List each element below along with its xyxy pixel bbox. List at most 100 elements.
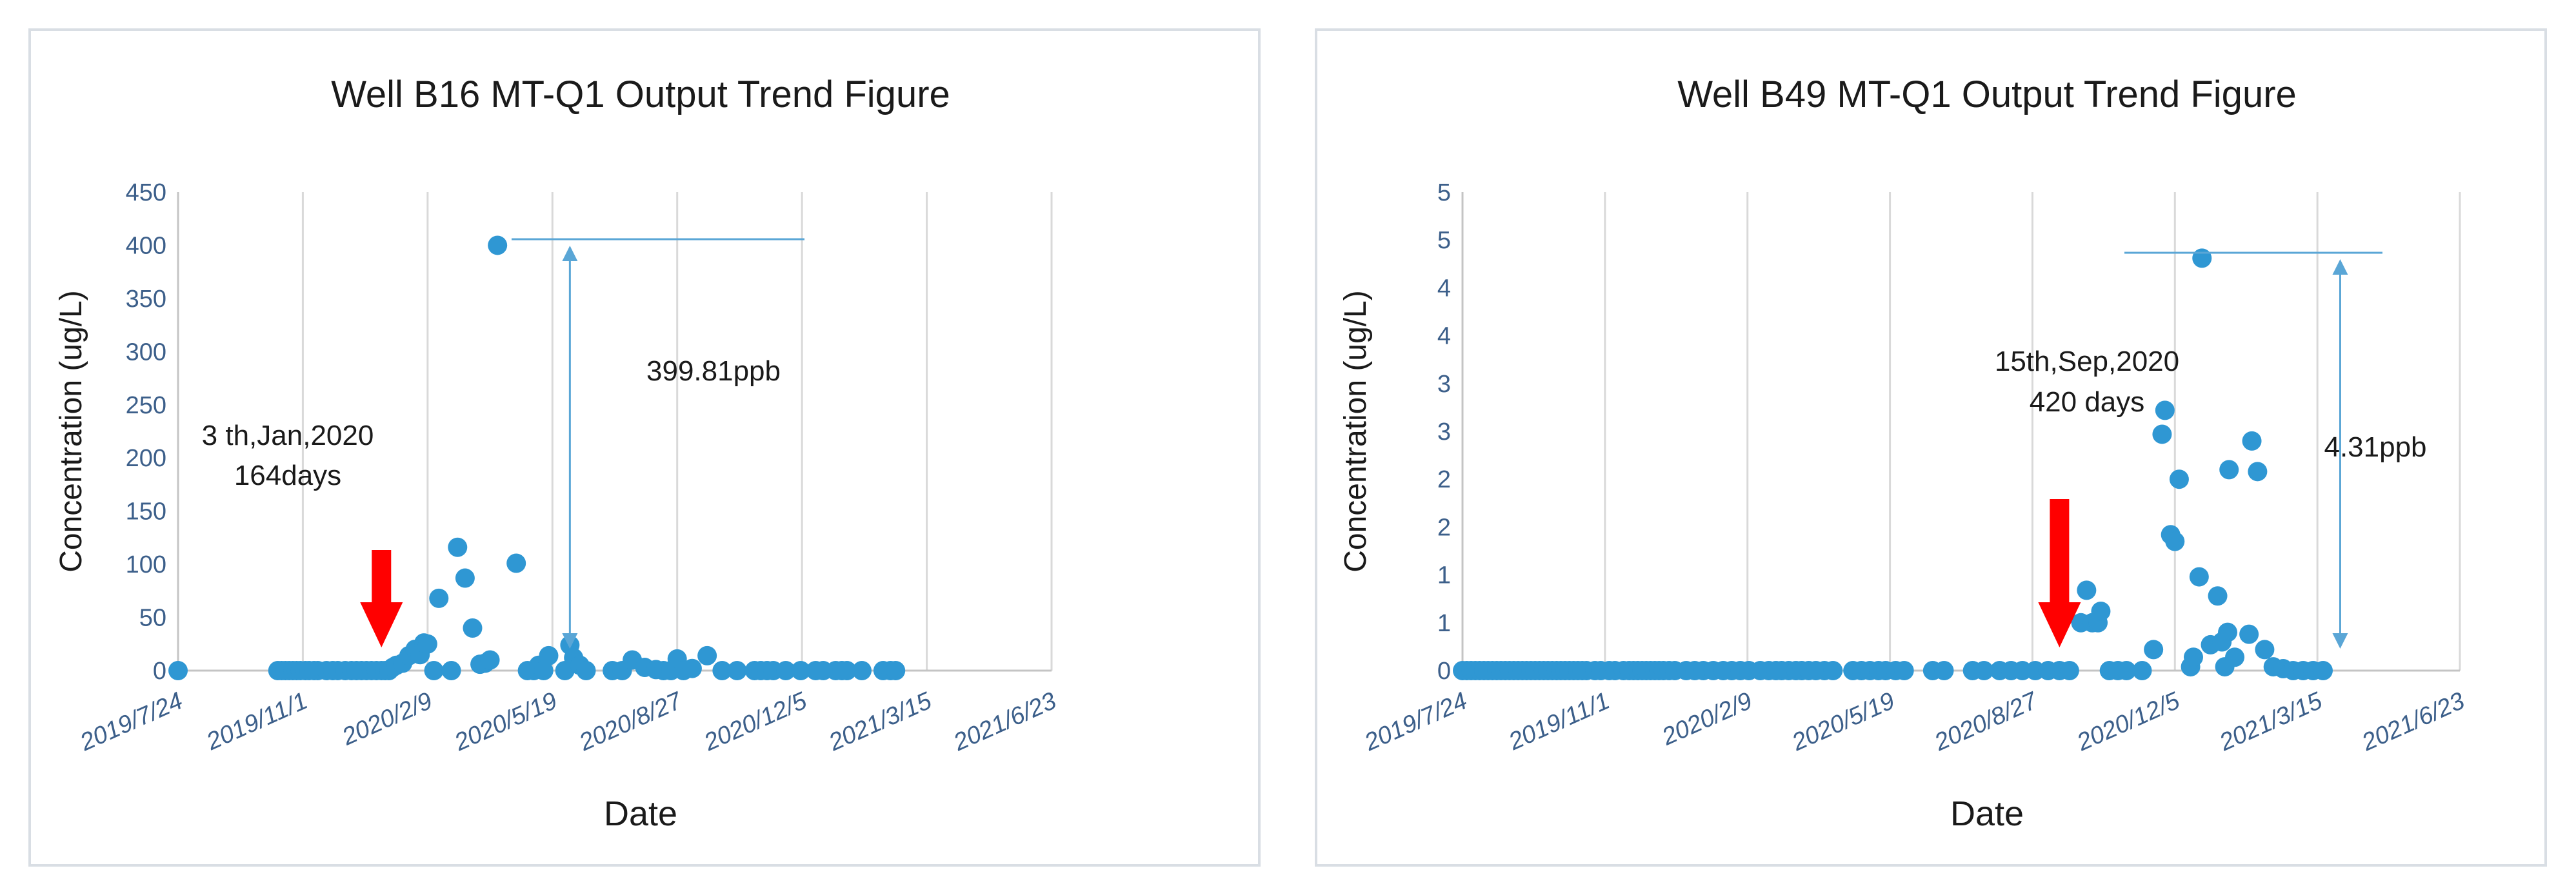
data-point <box>2239 624 2259 644</box>
y-tick-label: 200 <box>126 445 166 472</box>
x-tick-label: 2020/2/9 <box>337 687 436 751</box>
y-tick-label: 400 <box>126 232 166 259</box>
y-tick-label: 1 <box>1437 562 1451 589</box>
data-point <box>2208 586 2228 606</box>
data-point <box>2313 661 2333 680</box>
y-tick-label: 4 <box>1437 323 1451 350</box>
data-point <box>2155 400 2175 420</box>
data-point <box>2183 647 2203 667</box>
data-point <box>2255 640 2275 660</box>
chart-panel-b16: Well B16 MT-Q1 Output Trend Figure 0 50 100… <box>28 28 1261 867</box>
data-point <box>791 661 811 680</box>
y-tick-label: 1 <box>1437 610 1451 637</box>
data-point <box>539 645 559 665</box>
y-tick-label: 2 <box>1437 514 1451 541</box>
chart-title: Well B49 MT-Q1 Output Trend Figure <box>1677 74 2297 115</box>
y-tick-label: 100 <box>126 551 166 578</box>
y-tick-label: 350 <box>126 286 166 313</box>
x-tick-label: 2021/6/23 <box>949 687 1060 757</box>
chart-b49-svg: Well B49 MT-Q1 Output Trend Figure 0 1 1 2 2 3… <box>1339 74 2469 833</box>
x-axis-title: Date <box>1950 794 2024 833</box>
y-tick-label: 0 <box>153 658 166 685</box>
data-point <box>424 661 444 680</box>
y-tick-label: 250 <box>126 392 166 419</box>
data-point <box>2192 248 2212 268</box>
event-days-annotation: 164days <box>234 460 341 491</box>
peak-measure-arrowhead-top <box>562 246 578 261</box>
y-axis-title: Concentration (ug/L) <box>1339 290 1373 573</box>
y-tick-label: 4 <box>1437 275 1451 302</box>
chart-panel-b49: Well B49 MT-Q1 Output Trend Figure 0 1 1 2 2 3… <box>1315 28 2547 867</box>
data-point <box>852 661 872 680</box>
data-point <box>2189 567 2209 587</box>
data-point <box>2144 640 2164 660</box>
data-point <box>2248 462 2268 482</box>
data-point <box>2242 431 2262 451</box>
peak-value-annotation: 399.81ppb <box>646 355 781 387</box>
y-tick-label: 300 <box>126 339 166 366</box>
x-tick-label: 2020/5/19 <box>1788 687 1899 757</box>
event-arrow <box>2038 499 2081 647</box>
data-point <box>534 661 554 680</box>
y-tick-label: 2 <box>1437 466 1451 493</box>
data-point <box>775 661 795 680</box>
data-point <box>455 568 475 588</box>
data-point <box>506 553 526 573</box>
data-point <box>2059 661 2079 680</box>
data-point <box>727 661 747 680</box>
peak-measure-arrowhead-bottom <box>2332 633 2348 649</box>
data-point <box>417 634 437 654</box>
x-tick-label: 2020/8/27 <box>1930 687 2042 756</box>
x-tick-label: 2019/11/1 <box>1504 687 1614 756</box>
peak-measure-arrowhead-bottom <box>562 633 578 649</box>
x-tick-label: 2021/6/23 <box>2357 687 2468 757</box>
x-tick-label: 2020/2/9 <box>1657 687 1756 751</box>
peak-measure-arrowhead-top <box>2332 259 2348 275</box>
data-point <box>463 618 483 638</box>
data-point <box>2169 469 2189 489</box>
x-tick-label: 2019/7/24 <box>75 687 186 757</box>
data-point <box>1974 661 1994 680</box>
data-point <box>2219 460 2239 480</box>
x-tick-label: 2020/8/27 <box>575 687 687 756</box>
data-point <box>1894 661 1914 680</box>
data-point <box>480 650 500 670</box>
x-axis-title: Date <box>604 794 677 833</box>
data-point <box>1934 661 1954 680</box>
y-tick-label: 3 <box>1437 371 1451 398</box>
y-axis-title: Concentration (ug/L) <box>54 290 88 573</box>
y-tick-label: 3 <box>1437 418 1451 446</box>
data-point <box>2152 424 2172 444</box>
y-tick-label: 150 <box>126 498 166 526</box>
x-tick-label: 2020/12/5 <box>2073 687 2184 757</box>
event-date-annotation: 3 th,Jan,2020 <box>202 420 374 451</box>
event-date-annotation: 15th,Sep,2020 <box>1995 346 2179 377</box>
data-point <box>682 658 702 678</box>
data-point <box>2165 531 2185 551</box>
x-tick-label: 2020/5/19 <box>450 687 561 757</box>
data-point <box>2117 661 2137 680</box>
x-tick-label: 2020/12/5 <box>699 687 811 757</box>
data-point <box>488 235 508 255</box>
data-point <box>2091 601 2111 621</box>
y-tick-label: 0 <box>1437 658 1451 685</box>
data-point <box>837 661 857 680</box>
data-point <box>697 645 717 665</box>
y-tick-label: 50 <box>139 605 166 632</box>
event-arrow <box>360 550 403 647</box>
chart-b16-svg: Well B16 MT-Q1 Output Trend Figure 0 50 100… <box>54 74 1061 833</box>
peak-value-annotation: 4.31ppb <box>2324 431 2426 463</box>
y-tick-label: 5 <box>1437 227 1451 254</box>
data-point <box>168 661 188 680</box>
data-point <box>441 661 461 680</box>
data-point <box>2218 622 2238 642</box>
data-point <box>2077 580 2097 600</box>
y-tick-label: 450 <box>126 179 166 206</box>
y-tick-label: 5 <box>1437 179 1451 206</box>
event-days-annotation: 420 days <box>2030 386 2145 418</box>
data-point <box>2225 647 2245 667</box>
x-tick-label: 2021/3/15 <box>2215 687 2326 757</box>
chart-title: Well B16 MT-Q1 Output Trend Figure <box>331 74 950 115</box>
data-point <box>576 661 596 680</box>
data-point <box>1823 661 1843 680</box>
